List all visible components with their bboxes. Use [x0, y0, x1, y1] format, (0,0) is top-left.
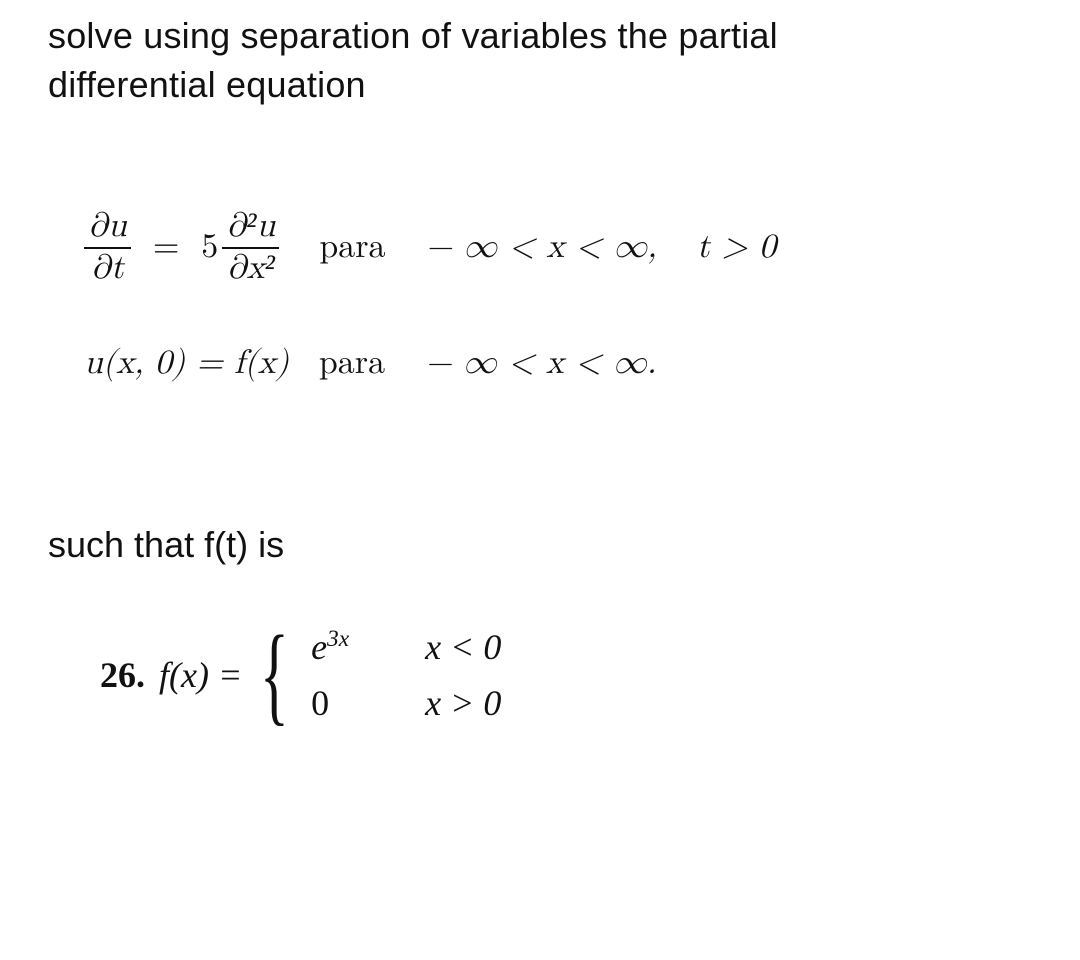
fraction-bar: [84, 247, 131, 249]
case-1: e3x x < 0: [311, 626, 501, 668]
fx-label: f(x) =: [159, 654, 242, 696]
intro-line-1: solve using separation of variables the …: [48, 15, 778, 56]
equals-sign: =: [153, 227, 179, 268]
document-page: solve using separation of variables the …: [0, 0, 1080, 724]
ic-para: para: [319, 343, 385, 384]
case-2-value: 0: [311, 682, 381, 724]
case-1-value: e3x: [311, 626, 381, 668]
pde-rhs-den: ∂x²: [223, 251, 279, 287]
ic-lhs: u(x, 0) = f(x): [84, 343, 289, 384]
cases: e3x x < 0 0 x > 0: [311, 626, 501, 724]
case-2-condition: x > 0: [425, 682, 501, 724]
piecewise-definition: 26. f(x) = { e3x x < 0 0 x > 0: [100, 626, 1032, 724]
case-1-condition: x < 0: [425, 626, 501, 668]
case-2: 0 x > 0: [311, 682, 501, 724]
pde-lhs-den: ∂t: [87, 251, 128, 287]
pde-para: para: [319, 227, 385, 268]
pde-rhs: 5 ∂²u ∂x²: [201, 209, 279, 286]
problem-number: 26.: [100, 654, 145, 696]
pde-rhs-fraction: ∂²u ∂x²: [222, 209, 279, 286]
ic-domain: − ∞ < x < ∞.: [425, 343, 656, 384]
mid-text: such that f(t) is: [48, 524, 1032, 566]
case-1-exponent: 3x: [327, 626, 349, 652]
pde-lhs-fraction: ∂u ∂t: [84, 209, 131, 286]
pde-rhs-num: ∂²u: [222, 209, 279, 245]
intro-text: solve using separation of variables the …: [48, 12, 1032, 109]
left-brace-icon: {: [260, 628, 289, 722]
pde-block: ∂u ∂t = 5 ∂²u ∂x² para − ∞ < x < ∞, t > …: [84, 209, 1032, 383]
initial-condition: u(x, 0) = f(x) para − ∞ < x < ∞.: [84, 343, 1032, 384]
pde-lhs-num: ∂u: [84, 209, 131, 245]
fraction-bar: [222, 247, 279, 249]
pde-coeff: 5: [201, 227, 218, 268]
pde-equation: ∂u ∂t = 5 ∂²u ∂x² para − ∞ < x < ∞, t > …: [84, 209, 1032, 286]
intro-line-2: differential equation: [48, 64, 366, 105]
pde-x-domain: − ∞ < x < ∞,: [426, 227, 657, 268]
pde-t-domain: t > 0: [697, 227, 776, 268]
case-1-base: e: [311, 627, 327, 667]
